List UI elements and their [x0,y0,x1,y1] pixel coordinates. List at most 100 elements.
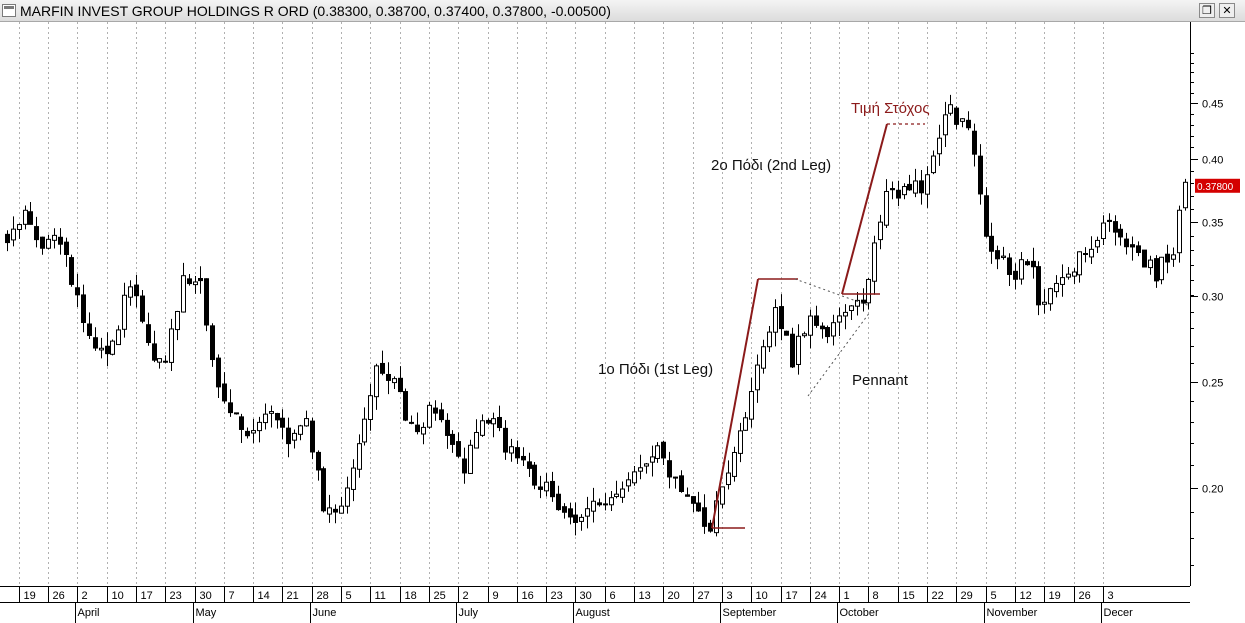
candle-body-up [392,378,397,384]
candle-body-up [1019,259,1024,280]
candle [140,289,145,324]
candle-body-down [146,324,151,344]
candle-body-down [93,337,98,349]
candle [1142,249,1147,268]
candle [603,493,608,511]
candle-body-up [655,445,660,459]
candle [292,429,297,449]
close-window-icon[interactable]: ✕ [1219,3,1235,18]
candle [878,214,883,250]
candle-body-up [614,493,619,498]
candle [1130,236,1135,261]
candle [796,324,801,375]
candle-body-up [46,238,51,249]
candle [521,447,526,467]
y-tick-label: 0.40 [1202,155,1223,167]
candle-body-up [509,446,514,454]
candle-body-down [105,345,110,355]
candle [316,450,321,481]
candle [234,412,239,415]
candle-body-up [257,421,262,432]
restore-window-icon[interactable]: ❐ [1199,3,1215,18]
candle [280,409,285,440]
candle [11,216,16,247]
candle-body-up [808,315,813,336]
candle [380,350,385,376]
candle-body-up [673,476,678,479]
candle [644,462,649,474]
candle-body-up [1060,277,1065,285]
date-axis-panel [0,586,1190,623]
candle [40,236,45,255]
candle [433,400,438,421]
candle-body-up [374,365,379,398]
candle [362,407,367,446]
candle [732,446,737,482]
candle [1118,224,1123,246]
candle [1095,236,1100,254]
candle [52,228,57,249]
candle [163,355,168,364]
date-tick-label: 2 [82,590,88,602]
candle-body-down [972,130,977,155]
candle-body-down [861,299,866,304]
candle-body-down [216,357,221,388]
candle [263,403,268,430]
candle [169,318,174,372]
candle-body-down [75,287,80,296]
candle-body-up [357,443,362,470]
candle [638,454,643,480]
candle-body-down [316,451,321,471]
candle-body-down [814,315,819,326]
candle-body-up [644,463,649,467]
date-tick-label: 17 [786,590,798,602]
window-system-icon[interactable] [2,4,16,17]
candle-body-up [579,516,584,522]
candle [919,169,924,205]
pattern-annotations: 1o Πόδι (1st Leg) 2o Πόδι (2nd Leg) Pennan… [598,100,930,529]
candle [820,322,825,339]
candle-body-up [491,418,496,425]
date-tick-label: 19 [24,590,36,602]
candle [1183,178,1188,211]
candle [298,424,303,441]
candle-body-up [802,333,807,337]
date-tick-label: 30 [580,590,592,602]
candle-body-up [1042,301,1047,305]
candle-body-down [5,233,10,244]
candle [351,459,356,502]
candle [403,388,408,422]
month-label: November [987,607,1038,619]
candle [667,451,672,489]
candle [1148,255,1153,275]
candle-body-up [269,411,274,414]
candle [187,274,192,286]
candle [386,362,391,395]
candle [368,383,373,431]
candle-body-up [1089,248,1094,258]
candle-body-up [650,456,655,463]
candle [1159,256,1164,285]
date-tick-label: 13 [639,590,651,602]
candle [398,366,403,393]
candle-body-up [1001,255,1006,258]
candle-body-up [755,364,760,391]
candle-body-down [163,360,168,363]
candle [497,405,502,432]
candle-body-up [931,155,936,174]
candle [122,282,127,338]
candle [1154,255,1159,288]
candle [1001,246,1006,260]
candle-body-up [128,286,133,298]
candle-body-down [825,327,830,338]
candle-body-down [556,493,561,511]
candle-body-up [878,221,883,241]
candle-body-down [386,373,391,381]
candle-body-up [843,311,848,317]
candle [562,503,567,519]
candle [960,118,965,128]
candle-body-down [1013,270,1018,280]
candle [445,413,450,449]
candle [286,417,291,458]
candle-body-down [1113,221,1118,233]
